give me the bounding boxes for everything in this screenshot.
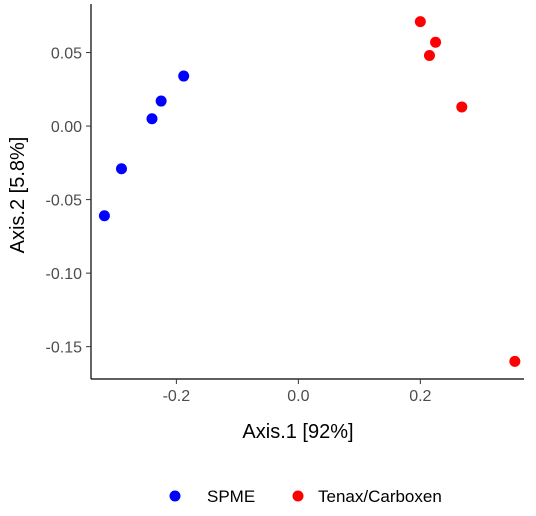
point-spme xyxy=(178,70,190,82)
data-points xyxy=(98,16,521,367)
legend-swatch-spme xyxy=(169,490,181,502)
y-tick-label: -0.15 xyxy=(46,340,83,357)
point-tenax-carboxen xyxy=(509,355,521,367)
x-tick-label: 0.2 xyxy=(409,388,431,405)
point-tenax-carboxen xyxy=(423,49,435,61)
y-tick-label: -0.05 xyxy=(46,193,83,210)
y-tick-label: -0.10 xyxy=(46,266,83,283)
point-spme xyxy=(146,113,158,125)
point-tenax-carboxen xyxy=(430,36,442,48)
point-spme xyxy=(98,210,110,222)
point-spme xyxy=(115,163,127,175)
y-tick-label: 0.00 xyxy=(51,119,82,136)
x-tick-label: -0.2 xyxy=(163,388,191,405)
point-tenax-carboxen xyxy=(456,101,468,113)
legend-label-spme: SPME xyxy=(207,487,255,506)
x-tick-label: 0.0 xyxy=(287,388,309,405)
y-axis-title: Axis.2 [5.8%] xyxy=(7,137,29,254)
axes xyxy=(90,4,524,380)
y-tick-label: 0.05 xyxy=(51,46,82,63)
legend: SPME Tenax/Carboxen xyxy=(169,487,442,506)
legend-swatch-tenax-carboxen xyxy=(292,490,304,502)
ticks: -0.2 0.0 0.2 0.05 0.00 -0.05 -0.10 -0.15 xyxy=(46,46,432,405)
x-axis-title: Axis.1 [92%] xyxy=(242,421,353,443)
point-spme xyxy=(155,95,167,107)
legend-label-tenax-carboxen: Tenax/Carboxen xyxy=(318,487,442,506)
point-tenax-carboxen xyxy=(414,16,426,28)
